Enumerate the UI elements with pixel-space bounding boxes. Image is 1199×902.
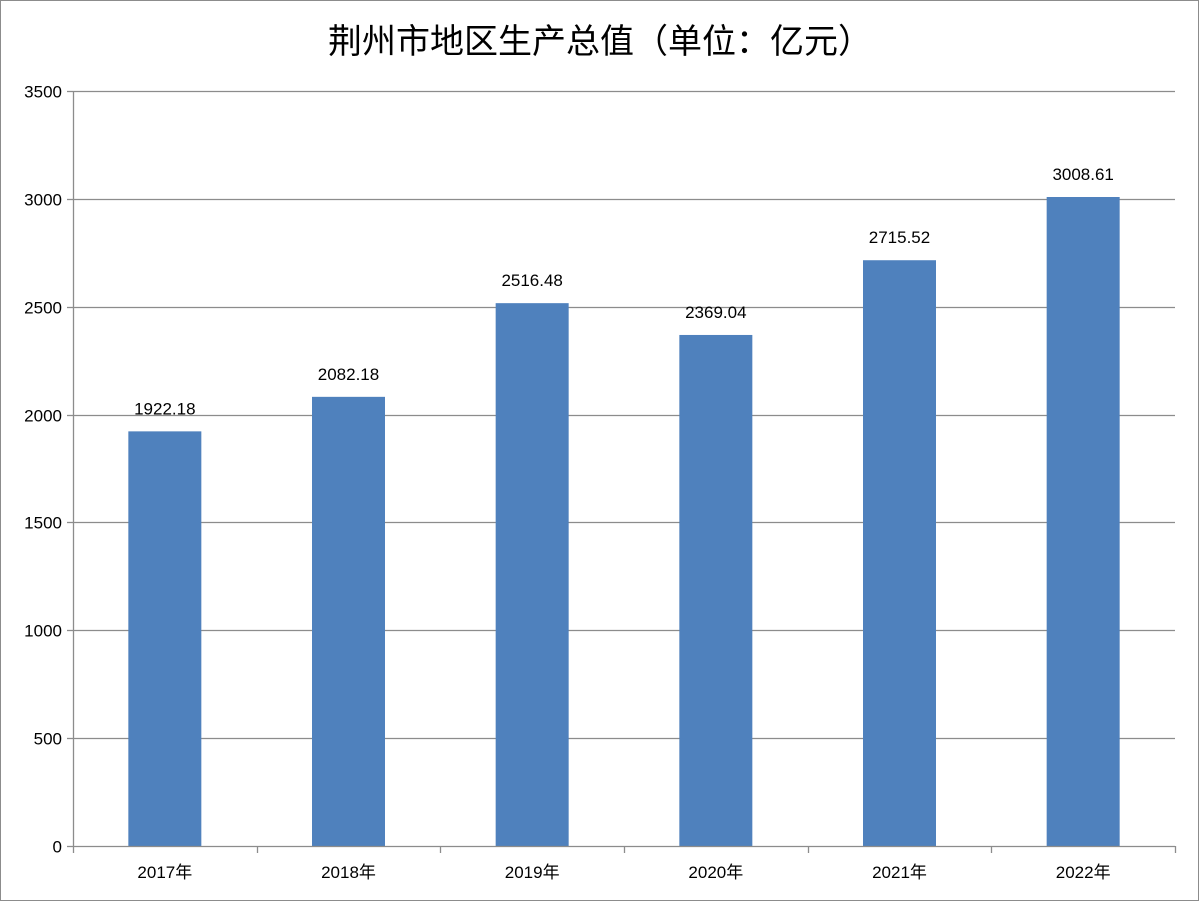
data-label-2020年: 2369.04 <box>685 303 746 322</box>
x-tick-label-2021年: 2021年 <box>872 863 927 882</box>
y-tick-label-0: 0 <box>53 838 62 857</box>
y-tick-label-1500: 1500 <box>24 514 62 533</box>
x-tick-label-2020年: 2020年 <box>688 863 743 882</box>
y-tick-label-2000: 2000 <box>24 407 62 426</box>
y-tick-label-3500: 3500 <box>24 83 62 102</box>
bar-2018年 <box>312 396 385 846</box>
data-label-2019年: 2516.48 <box>501 271 562 290</box>
bar-2022年 <box>1046 196 1120 846</box>
y-tick-label-2500: 2500 <box>24 299 62 318</box>
labels: 0 500 1000 1500 2000 2500 3000 3500 1922.18 2017年… <box>24 83 1114 883</box>
bar-2020年 <box>679 334 753 846</box>
y-tick-label-3000: 3000 <box>24 191 62 210</box>
data-label-2022年: 3008.61 <box>1052 165 1113 184</box>
bar-2017年 <box>128 431 202 846</box>
x-tick-label-2017年: 2017年 <box>137 863 192 882</box>
data-label-2018年: 2082.18 <box>318 365 379 384</box>
y-tick-label-500: 500 <box>34 730 62 749</box>
x-tick-label-2019年: 2019年 <box>505 863 560 882</box>
bar-2021年 <box>863 260 936 847</box>
bars <box>128 196 1120 847</box>
x-tick-label-2018年: 2018年 <box>321 863 376 882</box>
chart-title: 荆州市地区生产总值（单位：亿元） <box>328 22 872 62</box>
data-label-2017年: 1922.18 <box>134 399 195 418</box>
bar-2019年 <box>495 303 569 846</box>
x-tick-label-2022年: 2022年 <box>1056 863 1111 882</box>
gridlines <box>73 90 1175 740</box>
y-tick-label-1000: 1000 <box>24 622 62 641</box>
data-label-2021年: 2715.52 <box>869 228 930 247</box>
axes <box>67 90 1177 853</box>
